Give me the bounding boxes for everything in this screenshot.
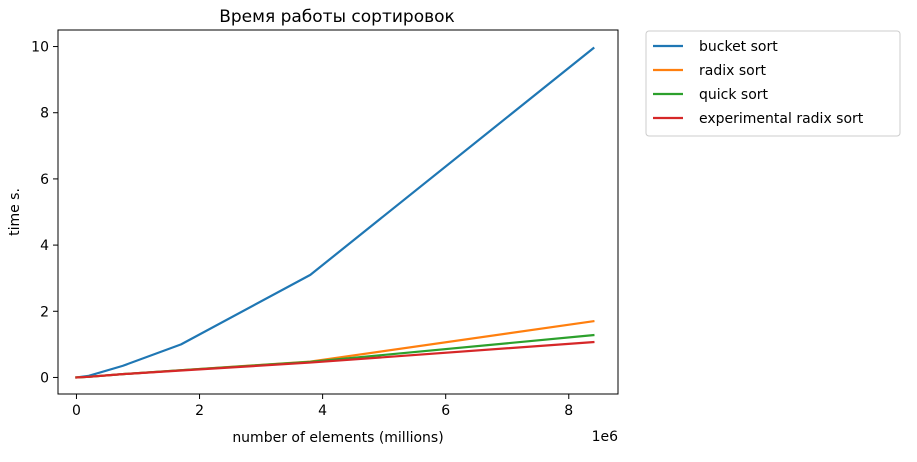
legend-frame [645,30,901,137]
x-axis-offset-label: 1e6 [592,429,619,445]
y-tick-label: 0 [40,370,49,386]
series-line-3 [75,340,595,379]
y-axis: 0 2 4 6 8 10 [31,40,58,386]
x-tick-label: 4 [318,403,327,419]
legend-entry-1: radix sort [699,63,766,79]
x-tick-label: 2 [195,403,204,419]
x-tick-label: 6 [441,403,450,419]
plot-frame [57,29,619,395]
legend-entry-2: quick sort [699,87,769,103]
chart-title: Время работы сортировок [219,7,455,27]
plot-area [75,46,595,379]
x-axis: 0 2 4 6 8 [72,394,573,419]
y-tick-label: 4 [40,238,49,254]
y-tick-label: 6 [40,172,49,188]
y-tick-label: 2 [40,304,49,320]
legend-entry-0: bucket sort [699,39,778,55]
x-tick-label: 8 [564,403,573,419]
y-tick-label: 10 [31,40,49,56]
x-axis-label: number of elements (millions) [232,430,443,446]
series-line-1 [75,319,595,379]
y-axis-label: time s. [7,188,23,236]
legend-entry-3: experimental radix sort [699,111,864,127]
y-tick-label: 8 [40,106,49,122]
series-line-0 [75,46,595,379]
legend: bucket sort radix sort quick sort experimen… [645,30,901,137]
x-tick-label: 0 [72,403,81,419]
